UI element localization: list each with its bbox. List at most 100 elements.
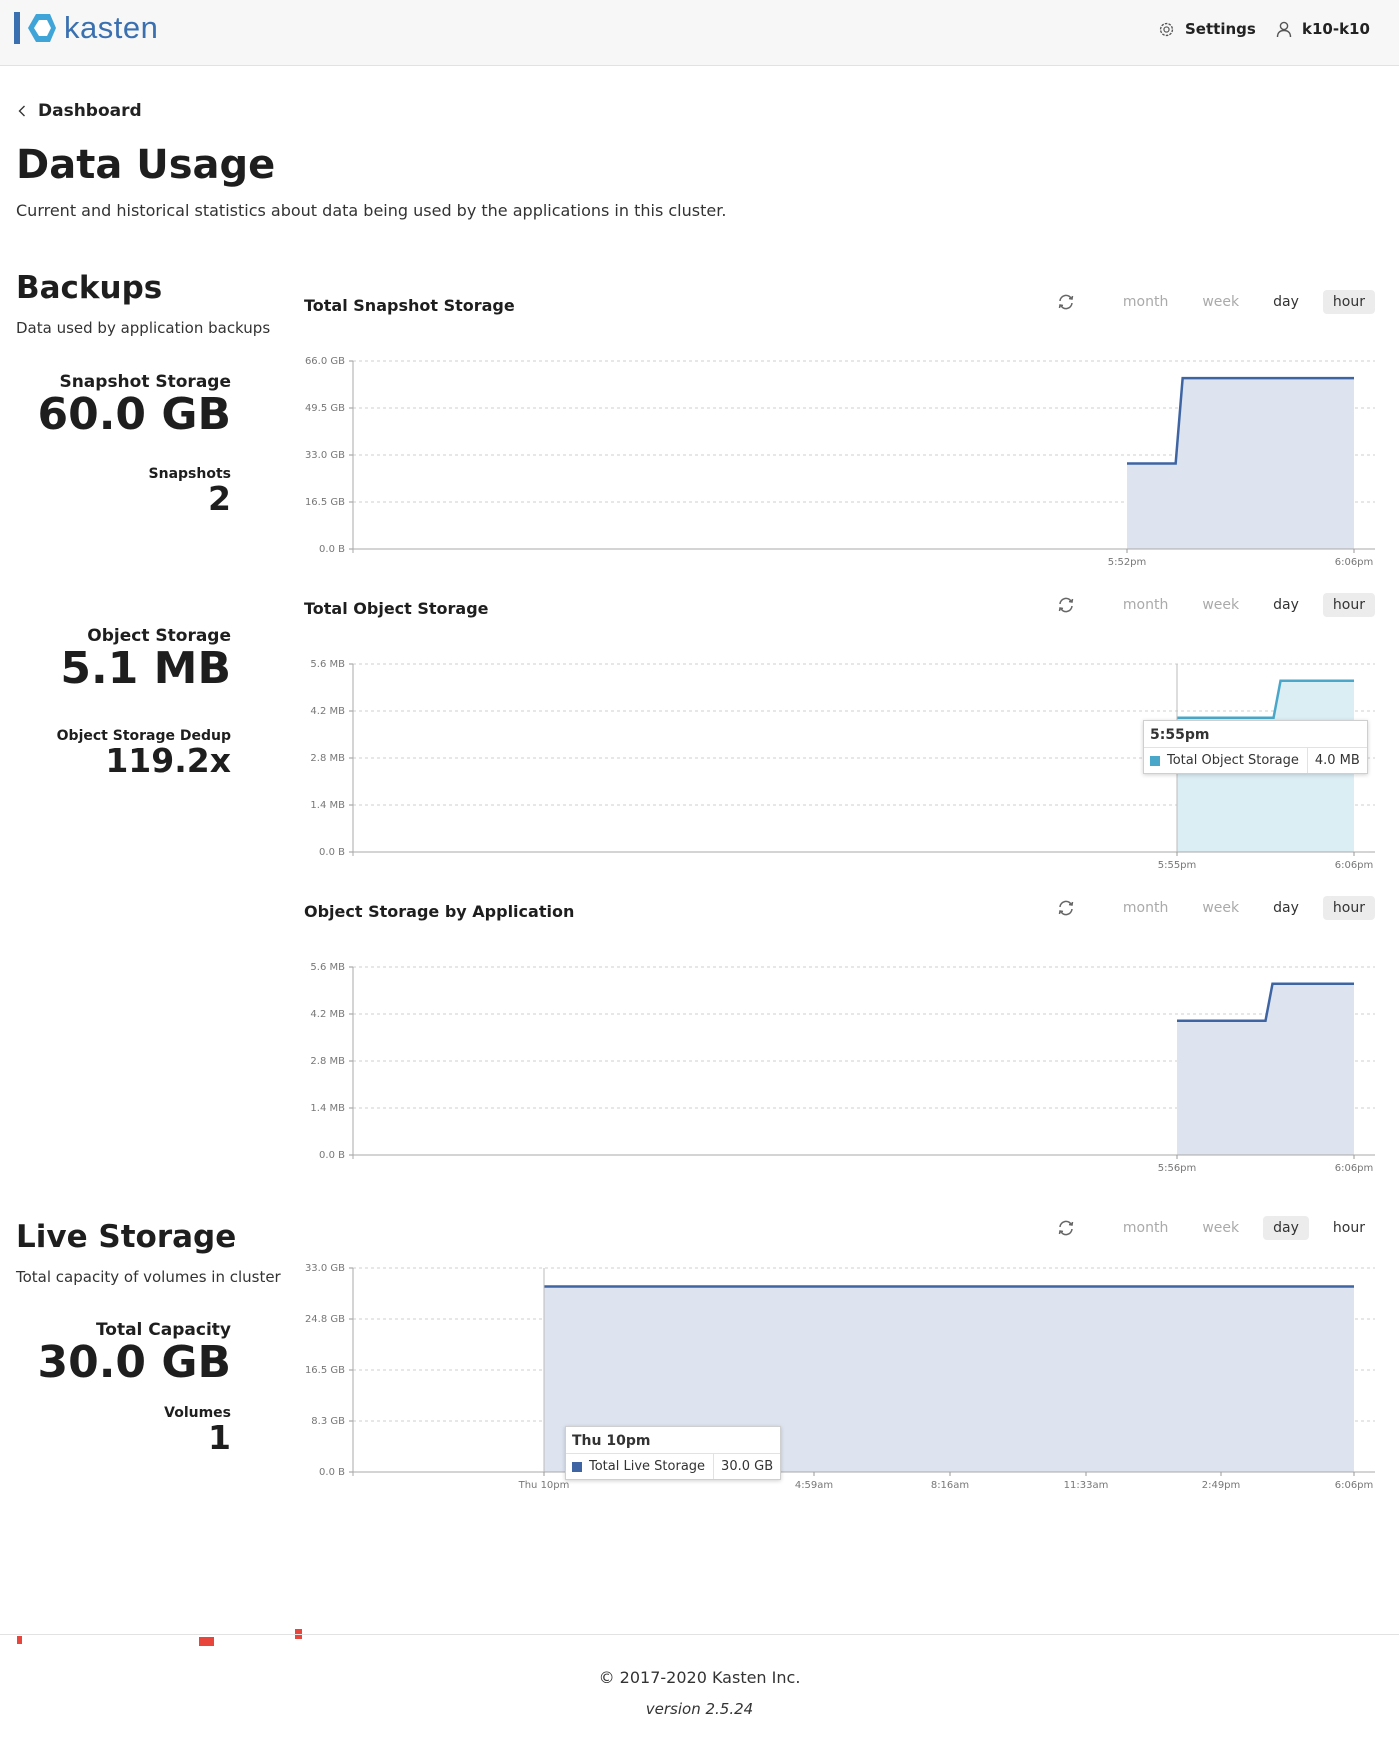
time-range-selector: month week day hour (1055, 593, 1375, 617)
snapshots-value: 2 (208, 479, 231, 518)
refresh-icon[interactable] (1055, 1217, 1077, 1239)
x-tick-label: Thu 10pm (518, 1480, 570, 1491)
y-tick-label: 4.2 MB (310, 706, 345, 717)
range-option-month[interactable]: month (1122, 294, 1169, 310)
range-option-week[interactable]: week (1202, 294, 1240, 310)
range-option-month[interactable]: month (1122, 900, 1169, 916)
snapshot-storage-label: Snapshot Storage (59, 372, 231, 392)
range-option-day[interactable]: day (1273, 597, 1299, 613)
chart-title: Object Storage by Application (304, 902, 575, 921)
y-tick-label: 1.4 MB (310, 1103, 345, 1114)
range-option-month[interactable]: month (1122, 597, 1169, 613)
settings-link[interactable]: Settings (1158, 20, 1256, 38)
range-option-day[interactable]: day (1273, 294, 1299, 310)
x-tick-label: 6:06pm (1335, 860, 1374, 871)
x-tick-label: 6:06pm (1335, 1480, 1374, 1491)
dedup-label: Object Storage Dedup (56, 728, 231, 744)
x-tick-label: 4:59am (795, 1480, 833, 1491)
volumes-stat: Volumes 1 (16, 1405, 231, 1456)
snapshot-storage-chart: Total Snapshot Storage month week day hour 66… (300, 290, 1375, 568)
y-tick-label: 16.5 GB (305, 1365, 345, 1376)
x-tick-label: 5:52pm (1108, 557, 1147, 568)
tooltip-series: Total Live Storage (566, 1454, 715, 1479)
kasten-logo[interactable]: kasten (14, 10, 158, 46)
x-tick-label: 2:49pm (1202, 1480, 1241, 1491)
range-option-week[interactable]: week (1202, 597, 1240, 613)
range-option-hour[interactable]: hour (1322, 896, 1375, 920)
red-marker (17, 1636, 22, 1644)
object-storage-label: Object Storage (87, 626, 231, 646)
live-storage-subtitle: Total capacity of volumes in cluster (16, 1268, 281, 1286)
y-tick-label: 2.8 MB (310, 753, 345, 764)
y-tick-label: 4.2 MB (310, 1009, 345, 1020)
x-tick-label: 6:06pm (1335, 1163, 1374, 1174)
object-storage-by-app-chart: Object Storage by Application month week da… (300, 896, 1375, 1174)
brand-name: kasten (64, 10, 159, 45)
backups-title: Backups (16, 270, 163, 306)
range-option-day[interactable]: day (1273, 900, 1299, 916)
refresh-icon[interactable] (1055, 594, 1077, 616)
back-to-dashboard-link[interactable]: Dashboard (18, 101, 142, 121)
time-range-selector: month week day hour (1055, 1216, 1375, 1240)
top-navigation-bar: kasten Settings k10-k10 (0, 0, 1399, 66)
snapshot-storage-value: 60.0 GB (37, 389, 231, 440)
range-option-hour[interactable]: hour (1332, 1220, 1365, 1236)
snapshot-storage-stat: Snapshot Storage 60.0 GB (16, 372, 231, 438)
tooltip-series-name: Total Live Storage (589, 1459, 706, 1474)
range-option-month[interactable]: month (1122, 1220, 1169, 1236)
y-tick-label: 0.0 B (319, 544, 345, 555)
tooltip-value: 4.0 MB (1314, 753, 1360, 768)
series-area (1177, 983, 1354, 1155)
y-tick-label: 33.0 GB (305, 1263, 345, 1274)
dedup-stat: Object Storage Dedup 119.2x (16, 728, 231, 779)
x-tick-label: 6:06pm (1335, 557, 1374, 568)
x-tick-label: 5:55pm (1158, 860, 1197, 871)
live-storage-chart: month week day hour 33.0 GB 24.8 GB 16.5 GB 8.3… (300, 1216, 1375, 1492)
chart-plot: 33.0 GB 24.8 GB 16.5 GB 8.3 GB 0.0 B Thu 10pm… (305, 1263, 1375, 1491)
tooltip-row: Total Object Storage 4.0 MB (1144, 747, 1367, 773)
copyright-text: © 2017-2020 Kasten Inc. (598, 1668, 801, 1687)
series-line (1177, 982, 1354, 1022)
y-tick-label: 1.4 MB (310, 800, 345, 811)
user-menu[interactable]: k10-k10 (1276, 20, 1370, 38)
y-tick-label: 0.0 B (319, 1467, 345, 1478)
y-tick-label: 5.6 MB (310, 962, 345, 973)
x-tick-label: 11:33am (1064, 1480, 1109, 1491)
y-tick-label: 2.8 MB (310, 1056, 345, 1067)
snapshots-label: Snapshots (148, 466, 231, 482)
volumes-value: 1 (208, 1418, 231, 1457)
kasten-logo-icon (14, 12, 56, 44)
range-option-week[interactable]: week (1202, 900, 1240, 916)
live-storage-tooltip: Thu 10pm Total Live Storage 30.0 GB (565, 1426, 782, 1480)
y-tick-label: 0.0 B (319, 1150, 345, 1161)
settings-label: Settings (1185, 20, 1256, 38)
refresh-icon[interactable] (1055, 291, 1077, 313)
page-subtitle: Current and historical statistics about … (16, 201, 727, 220)
range-option-week[interactable]: week (1202, 1220, 1240, 1236)
dedup-value: 119.2x (105, 741, 231, 780)
tooltip-row: Total Live Storage 30.0 GB (566, 1453, 781, 1479)
tooltip-series-name: Total Object Storage (1167, 753, 1299, 768)
range-option-day[interactable]: day (1263, 1216, 1309, 1240)
range-option-hour[interactable]: hour (1322, 593, 1375, 617)
backups-subtitle: Data used by application backups (16, 319, 271, 337)
y-tick-label: 0.0 B (319, 847, 345, 858)
y-tick-label: 5.6 MB (310, 659, 345, 670)
user-icon (1276, 21, 1292, 37)
chart-plot: 5.6 MB 4.2 MB 2.8 MB 1.4 MB 0.0 B 5:56pm 6:06p… (310, 962, 1375, 1174)
refresh-icon[interactable] (1055, 897, 1077, 919)
y-tick-label: 33.0 GB (305, 450, 345, 461)
chart-title: Total Object Storage (304, 599, 489, 618)
range-option-hour[interactable]: hour (1322, 290, 1375, 314)
time-range-selector: month week day hour (1055, 896, 1375, 920)
series-area (544, 1286, 1354, 1472)
total-capacity-stat: Total Capacity 30.0 GB (16, 1320, 231, 1386)
series-line (1127, 376, 1354, 465)
object-storage-value: 5.1 MB (60, 643, 231, 694)
page-title: Data Usage (16, 142, 276, 188)
x-tick-label: 8:16am (931, 1480, 969, 1491)
y-tick-label: 24.8 GB (305, 1314, 345, 1325)
x-tick-label: 5:56pm (1158, 1163, 1197, 1174)
series-line (1177, 679, 1354, 719)
chart-plot: 66.0 GB 49.5 GB 33.0 GB 16.5 GB 0.0 B 5:52pm 6… (305, 356, 1375, 568)
